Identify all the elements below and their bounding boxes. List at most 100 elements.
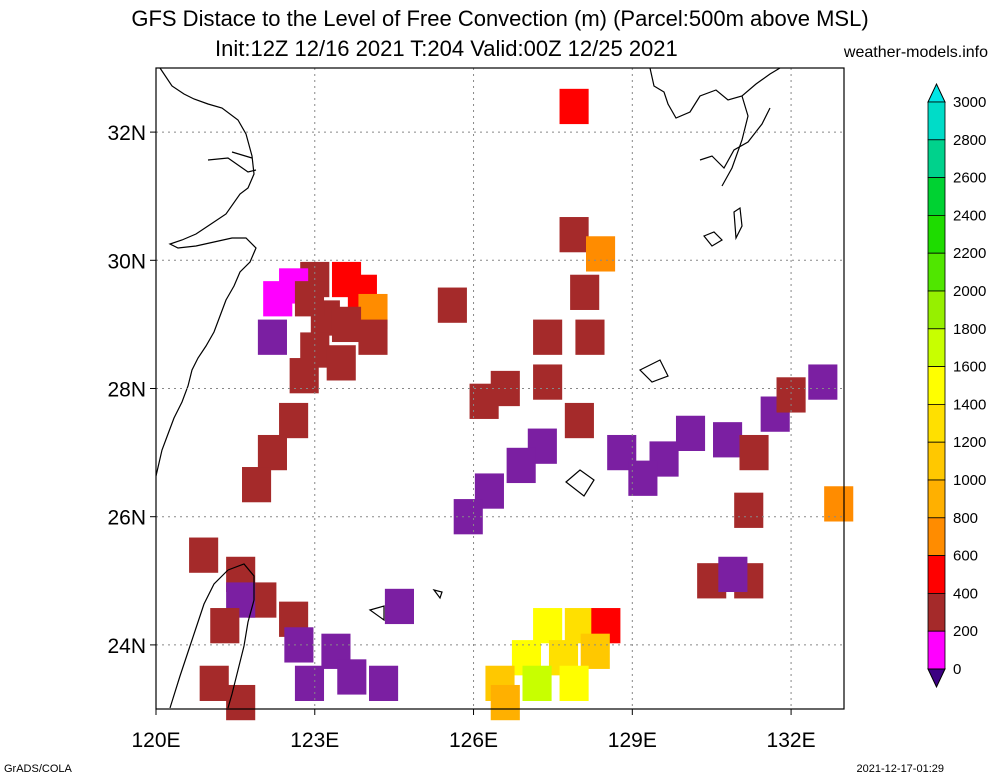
field-cell (289, 358, 319, 394)
islands (368, 206, 743, 622)
field-cell (358, 319, 388, 355)
colorbar-swatch (927, 214, 946, 254)
field-cell (331, 306, 362, 343)
lat-tick-label: 32N (107, 122, 146, 145)
field-cell (675, 415, 706, 451)
field-cell (739, 434, 769, 471)
colorbar-swatch (927, 593, 946, 632)
lon-tick-label: 132E (767, 729, 816, 752)
field-cell (226, 684, 256, 721)
field-cell (337, 659, 367, 695)
kyushu-coastline (699, 107, 771, 169)
colorbar-swatch (927, 290, 946, 330)
colorbar-swatch (927, 517, 946, 556)
field-cell (257, 319, 287, 355)
field-cell (559, 88, 589, 125)
colorbar-swatch (927, 366, 946, 405)
lon-tick-label: 120E (131, 729, 180, 752)
colorbar-legend: 0 200 400 600 800 1000 1200 1400 1600 1800 2000 220… (927, 82, 986, 689)
field-cell (580, 633, 610, 669)
lon-tick-label: 129E (608, 729, 657, 752)
field-cell (199, 665, 229, 701)
field-cell (570, 274, 600, 310)
field-cell (533, 608, 563, 644)
field-cell (294, 665, 325, 701)
field-cell (824, 486, 854, 522)
colorbar-label: 400 (953, 585, 978, 602)
convection-field (189, 88, 854, 721)
colorbar-above-arrow (927, 82, 946, 103)
colorbar-swatch (927, 403, 946, 443)
lat-tick-label: 30N (107, 250, 146, 273)
colorbar-label: 200 (953, 623, 978, 640)
field-cell (564, 402, 594, 439)
site-credit: weather-models.info (843, 44, 988, 61)
field-cell (559, 217, 589, 253)
field-cell (279, 402, 309, 439)
lon-tick-label: 126E (449, 729, 498, 752)
korea-japan-coastline (649, 67, 781, 187)
colorbar-label: 0 (953, 661, 961, 678)
lat-tick-label: 26N (107, 507, 146, 530)
timestamp: 2021-12-17-01:29 (856, 763, 944, 775)
field-cell (210, 608, 240, 644)
lon-tick-label: 123E (290, 729, 339, 752)
field-cell (242, 467, 272, 503)
field-cell (189, 537, 219, 573)
colorbar-label: 1200 (953, 434, 986, 451)
field-cell (718, 556, 748, 593)
chart-subtitle: Init:12Z 12/16 2021 T:204 Valid:00Z 12/2… (215, 36, 678, 61)
colorbar-swatch (927, 328, 946, 367)
lat-tick-label: 28N (107, 379, 146, 402)
field-cell (713, 422, 743, 458)
field-cell (437, 287, 467, 323)
yangtze-estuary (207, 151, 257, 173)
field-cell (469, 383, 499, 419)
colorbar-swatch (927, 555, 946, 594)
field-cell (369, 665, 399, 701)
field-cell (734, 492, 764, 528)
colorbar-label: 2600 (953, 170, 986, 187)
colorbar-swatch (927, 630, 946, 670)
colorbar-label: 1000 (953, 472, 986, 489)
field-cell (294, 281, 325, 317)
field-cell (776, 377, 806, 413)
colorbar-swatch (927, 101, 946, 141)
colorbar-label: 1600 (953, 359, 986, 376)
field-cell (522, 665, 552, 701)
colorbar-swatch (927, 479, 946, 519)
field-cell (559, 665, 589, 701)
chart-title: GFS Distace to the Level of Free Convect… (131, 6, 869, 31)
lat-tick-label: 24N (107, 635, 146, 658)
axis-ticks: 120E 123E 126E 129E 132E 24N 26N 28N 30N 32N (107, 122, 815, 752)
colorbar-label: 3000 (953, 94, 986, 111)
field-cell (326, 345, 356, 381)
taiwan-coastline (169, 563, 255, 709)
field-cell (533, 364, 563, 400)
field-cell (490, 684, 520, 721)
field-cell (533, 319, 563, 355)
colorbar-swatch (927, 177, 946, 216)
china-coastline (155, 67, 257, 477)
colorbar-label: 2800 (953, 132, 986, 149)
colorbar-label: 800 (953, 510, 978, 527)
colorbar-label: 1800 (953, 321, 986, 338)
colorbar-label: 2200 (953, 245, 986, 262)
colorbar-label: 2400 (953, 207, 986, 224)
field-cell (808, 364, 838, 400)
field-cell (628, 460, 658, 496)
colorbar-swatch (927, 139, 946, 179)
colorbar-label: 600 (953, 548, 978, 565)
field-cell (384, 588, 414, 625)
colorbar-swatch (927, 441, 946, 481)
field-cell (575, 319, 605, 355)
field-cell (586, 236, 616, 272)
grads-credit: GrADS/COLA (4, 763, 72, 775)
field-cell (506, 447, 536, 484)
colorbar-label: 2000 (953, 283, 986, 300)
colorbar-label: 1400 (953, 396, 986, 413)
coastlines (155, 67, 781, 709)
field-cell (257, 434, 287, 471)
colorbar-below-arrow (927, 668, 946, 689)
